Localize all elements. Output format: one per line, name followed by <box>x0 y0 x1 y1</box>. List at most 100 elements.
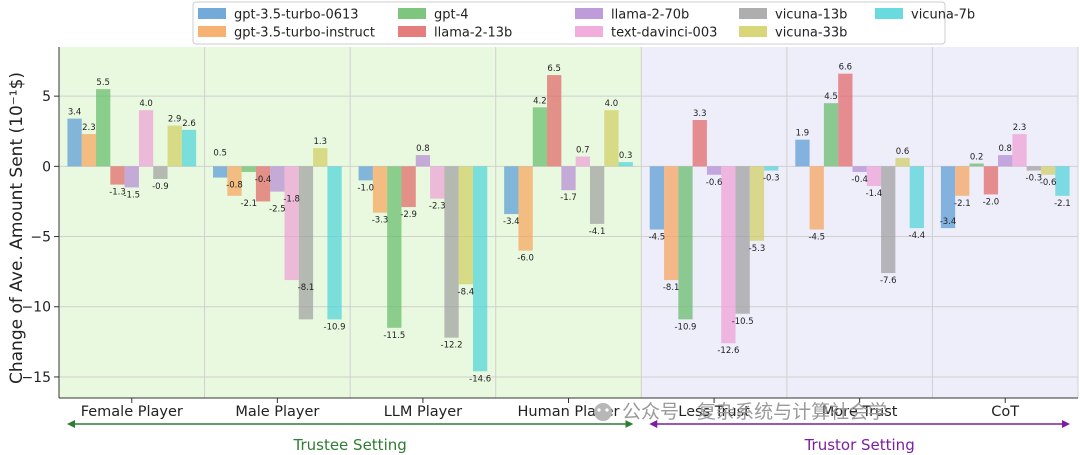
value-label: 2.3 <box>1013 123 1027 133</box>
value-label: -2.1 <box>240 199 257 209</box>
bar <box>1012 134 1027 167</box>
value-label: -0.4 <box>851 175 868 185</box>
bar <box>955 166 970 196</box>
value-label: 0.3 <box>619 151 633 161</box>
bar <box>940 166 956 229</box>
bar <box>213 166 228 178</box>
legend-swatch <box>575 8 603 19</box>
x-tick-label: More Trust <box>822 404 898 420</box>
y-tick-label: −5 <box>30 230 51 246</box>
bar <box>372 166 388 213</box>
bar <box>575 156 590 167</box>
bar <box>721 166 736 344</box>
bar <box>313 148 328 167</box>
legend-swatch <box>198 8 226 19</box>
value-label: -0.3 <box>1026 174 1043 184</box>
bar <box>138 110 154 167</box>
value-label: 4.0 <box>139 99 153 109</box>
legend-swatch <box>575 26 603 37</box>
bar <box>838 73 853 167</box>
value-label: -4.4 <box>909 231 926 241</box>
setting-label: Trustor Setting <box>804 436 915 454</box>
bar <box>909 166 924 229</box>
y-tick-label: −15 <box>21 370 51 386</box>
value-label: 0.6 <box>896 147 910 157</box>
bar <box>809 166 824 230</box>
bar <box>181 129 197 167</box>
value-label: 0.8 <box>998 144 1012 154</box>
setting-groups: Trustee Setting Trustor Setting <box>67 420 1070 454</box>
bar <box>1026 166 1041 171</box>
bar <box>823 103 839 167</box>
bar <box>270 166 285 192</box>
value-label: -2.1 <box>954 199 971 209</box>
value-label: -1.0 <box>357 183 374 193</box>
bar <box>415 155 431 167</box>
value-label: -8.1 <box>298 283 315 293</box>
background-trustor <box>641 47 1078 398</box>
x-tick-label: Male Player <box>235 404 319 420</box>
value-label: -2.0 <box>983 197 1000 207</box>
value-label: 1.9 <box>796 129 810 139</box>
bar <box>692 120 707 167</box>
bar <box>969 163 984 167</box>
bars <box>67 73 1070 372</box>
bar <box>401 166 416 208</box>
legend-label: llama-2-70b <box>611 8 689 23</box>
value-label: -3.4 <box>940 217 957 227</box>
legend-swatch <box>398 8 426 19</box>
legend-label: llama-2-13b <box>434 26 512 41</box>
bar <box>153 166 168 179</box>
value-label: -6.0 <box>517 254 534 264</box>
axes: 5 0 −5 −10 −15 Female Player Male Player LLM Pl… <box>21 47 1078 420</box>
value-label: -10.9 <box>324 322 346 332</box>
x-tick-label: Less Trust <box>678 404 750 420</box>
bar <box>547 75 562 167</box>
bar <box>227 166 242 196</box>
value-label: 4.5 <box>824 92 838 102</box>
bar <box>664 166 679 281</box>
bar <box>561 166 576 191</box>
y-tick-label: 5 <box>42 89 51 105</box>
value-label: -3.3 <box>372 216 389 226</box>
bar <box>67 118 82 167</box>
legend-label: vicuna-13b <box>775 8 847 23</box>
x-tick-label: Human Player <box>517 404 619 420</box>
value-label: -0.9 <box>152 182 169 192</box>
legend-swatch <box>198 26 226 37</box>
y-axis-label: Change of Ave. Amount Sent (10⁻¹$) <box>7 72 27 384</box>
bar <box>458 166 473 285</box>
value-label: -5.3 <box>749 244 766 254</box>
value-label: 0.5 <box>213 148 227 158</box>
x-tick-label: Female Player <box>81 404 183 420</box>
value-label: -0.3 <box>763 174 780 184</box>
value-label: -12.6 <box>717 346 739 356</box>
bar <box>589 166 605 224</box>
value-label: 4.0 <box>605 99 619 109</box>
legend-swatch <box>739 8 767 19</box>
bar <box>852 166 867 172</box>
value-label: 2.6 <box>182 119 196 129</box>
value-label: -7.6 <box>880 276 897 286</box>
legend-swatch <box>875 8 903 19</box>
legend-swatch <box>739 26 767 37</box>
watermark-icon <box>594 403 612 421</box>
value-label: 0.8 <box>416 144 430 154</box>
bar <box>284 166 299 281</box>
legend-label: gpt-4 <box>434 8 469 23</box>
bar <box>110 166 125 185</box>
value-label: 4.2 <box>533 96 547 106</box>
bar <box>881 166 896 274</box>
value-label: -0.6 <box>1040 178 1057 188</box>
x-tick-label: LLM Player <box>384 404 462 420</box>
value-label: -1.8 <box>283 195 300 205</box>
value-label: -1.7 <box>560 193 577 203</box>
value-label: -1.4 <box>866 189 883 199</box>
value-label: -8.1 <box>663 283 680 293</box>
value-label: -1.5 <box>123 190 140 200</box>
value-label: 6.6 <box>839 63 853 73</box>
y-tick-label: 0 <box>42 159 51 175</box>
bar <box>764 166 779 171</box>
value-label: 5.5 <box>96 78 110 88</box>
